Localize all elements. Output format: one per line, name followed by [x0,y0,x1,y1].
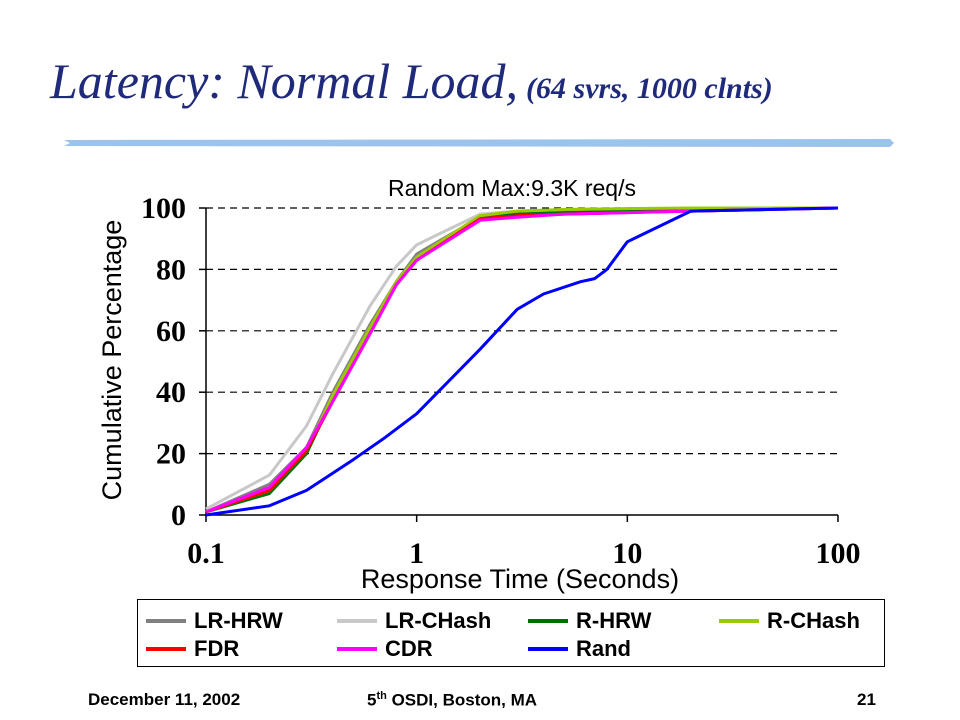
legend-item-lr-chash: LR-CHash [337,608,492,633]
footer-conference: 5th OSDI, Boston, MA [367,690,537,711]
legend-swatch [337,647,377,651]
legend-label: R-CHash [767,608,860,633]
legend-label: R-HRW [576,608,652,633]
title-underline-bar [64,139,894,147]
legend-swatch [719,619,759,623]
footer-conf-superscript: th [376,690,387,702]
legend-label: Rand [576,636,631,661]
series-line-cdr [205,206,839,514]
series-line-r-chash [205,206,838,514]
legend-item-r-hrw: R-HRW [528,608,652,633]
series-line-fdr [205,206,839,514]
slide-title-main: Latency: Normal Load, [50,53,519,109]
chart-legend: LR-HRW LR-CHash R-HRW R-CHash FDR CDR Rand [137,599,885,667]
legend-label: LR-HRW [194,608,283,633]
legend-swatch [528,619,568,623]
legend-swatch [146,619,186,623]
y-tick-label: 40 [156,376,186,409]
series-line-lr-hrw [205,206,839,514]
y-tick-label: 0 [171,499,186,532]
chart-title: Random Max:9.3K req/s [387,175,636,201]
legend-label: LR-CHash [385,608,492,633]
footer-page-number: 21 [857,690,876,709]
series-line-lr-chash [205,206,839,511]
footer-date: December 11, 2002 [88,690,241,709]
legend-label: CDR [385,636,433,661]
y-tick-label: 60 [156,315,186,348]
x-tick-label: 10 [612,537,642,570]
y-tick-label: 100 [141,192,186,225]
slide-title-subtitle: (64 svrs, 1000 clnts) [526,72,773,105]
chart-plot: 0.1 1 10 100 0 20 40 60 80 100 [141,192,861,570]
series-line-r-hrw [205,206,839,514]
x-tick-label: 0.1 [187,537,225,570]
y-tick-label: 20 [156,438,186,471]
legend-swatch [146,647,186,651]
series-line-rand [205,206,839,517]
footer-conf-text: OSDI, Boston, MA [386,690,538,710]
legend-item-fdr: FDR [146,636,240,661]
slide-title: Latency: Normal Load, (64 svrs, 1000 cln… [50,52,773,110]
legend-swatch [528,647,568,651]
x-axis-label: Response Time (Seconds) [360,564,680,594]
legend-item-cdr: CDR [337,636,433,661]
y-tick-label: 80 [156,253,186,286]
x-tick-label: 1 [409,537,424,570]
legend-label: FDR [194,636,240,661]
legend-item-lr-hrw: LR-HRW [146,608,283,633]
footer-conf-number: 5 [367,690,377,710]
x-tick-label: 100 [816,537,861,570]
legend-swatch [337,619,377,623]
legend-item-r-chash: R-CHash [719,608,860,633]
legend-item-rand: Rand [528,636,631,661]
